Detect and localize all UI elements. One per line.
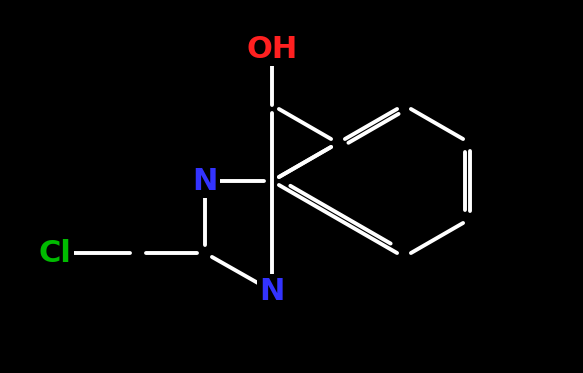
Text: N: N: [259, 276, 285, 305]
Text: OH: OH: [247, 35, 298, 64]
Text: N: N: [192, 166, 217, 195]
Text: Cl: Cl: [38, 238, 72, 267]
